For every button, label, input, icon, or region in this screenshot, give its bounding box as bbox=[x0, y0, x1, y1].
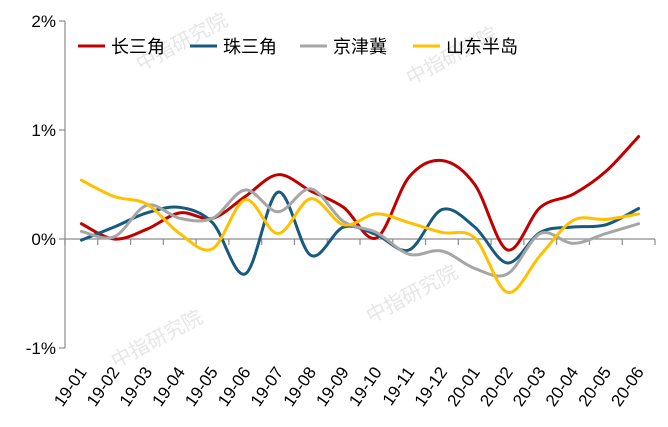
x-tick-label: 20-04 bbox=[542, 363, 583, 410]
legend-label-1: 珠三角 bbox=[223, 37, 277, 57]
x-tick-label: 19-08 bbox=[280, 363, 321, 410]
y-tick-label: -1% bbox=[26, 339, 56, 358]
x-tick-label: 19-02 bbox=[83, 363, 124, 410]
x-tick-label: 20-05 bbox=[575, 363, 616, 410]
x-tick-label: 20-03 bbox=[509, 363, 550, 410]
watermark-text: 中指研究院 bbox=[107, 306, 206, 373]
series-lines bbox=[79, 135, 641, 294]
x-tick-label: 19-05 bbox=[181, 363, 222, 410]
legend-label-0: 长三角 bbox=[111, 37, 165, 57]
x-tick-label: 19-11 bbox=[379, 363, 419, 408]
x-tick-label: 19-12 bbox=[411, 363, 452, 410]
series-line-2 bbox=[79, 187, 641, 278]
series-line-1 bbox=[79, 190, 641, 276]
y-tick-label: 0% bbox=[31, 230, 56, 249]
y-tick-label: 2% bbox=[31, 12, 56, 31]
legend-label-3: 山东半岛 bbox=[446, 37, 518, 57]
watermark-text: 中指研究院 bbox=[362, 261, 461, 328]
legend: 长三角 珠三角 京津冀 山东半岛 bbox=[78, 37, 518, 57]
y-tick-label: 1% bbox=[31, 121, 56, 140]
x-tick-label: 19-10 bbox=[345, 363, 386, 410]
legend-label-2: 京津冀 bbox=[333, 37, 387, 57]
series-line-3 bbox=[79, 178, 641, 294]
x-tick-label: 19-06 bbox=[214, 363, 255, 410]
series-line-0 bbox=[79, 135, 641, 252]
x-tick-label: 19-04 bbox=[148, 363, 189, 410]
x-tick-label: 19-09 bbox=[312, 363, 353, 410]
x-tick-label: 20-01 bbox=[443, 363, 484, 410]
x-tick-label: 19-07 bbox=[247, 363, 288, 410]
x-tick-label: 19-01 bbox=[50, 363, 91, 410]
x-tick-label: 20-02 bbox=[476, 363, 517, 410]
x-tick-label: 20-06 bbox=[607, 363, 648, 410]
